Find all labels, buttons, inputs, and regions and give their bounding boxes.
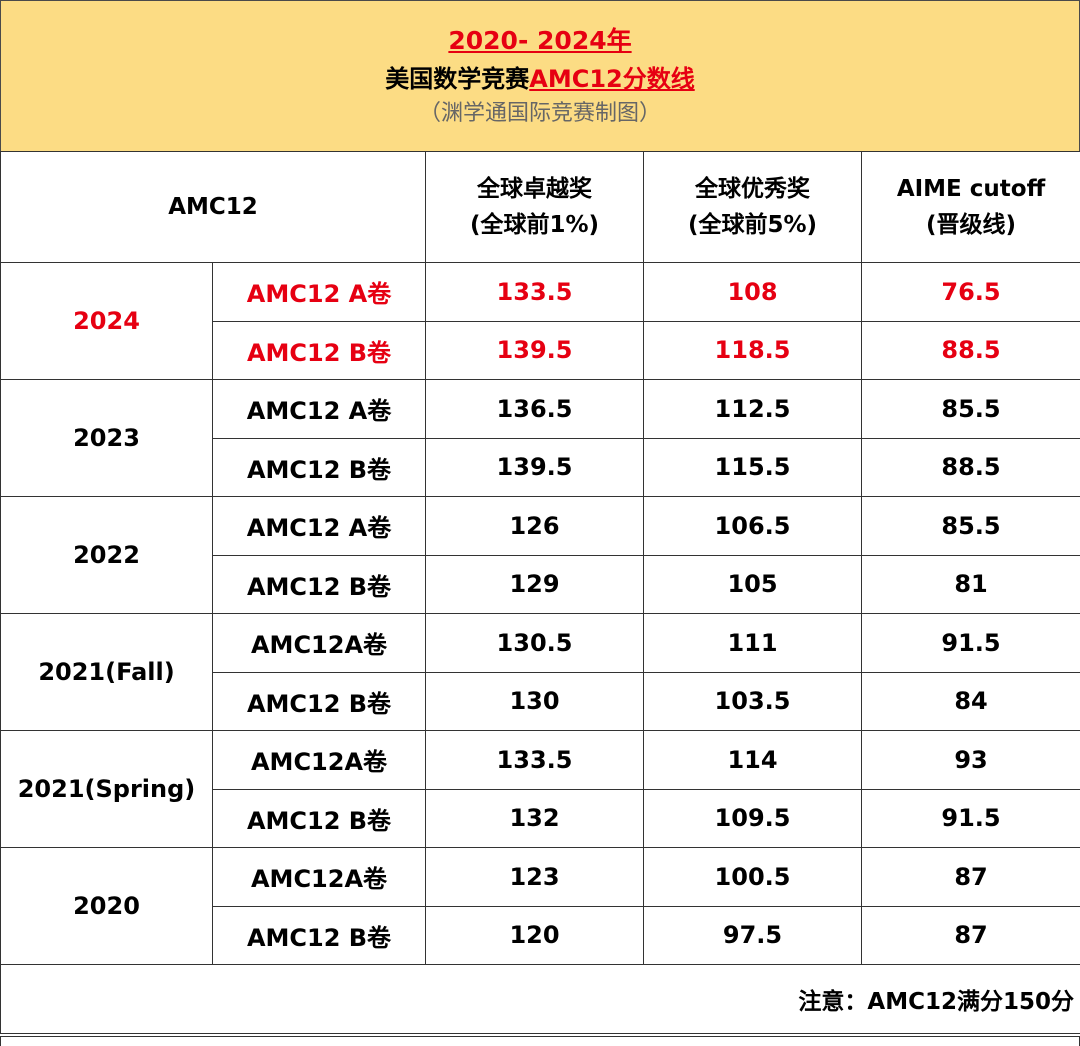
table-row: 2021(Spring) AMC12A卷 133.5 114 93 <box>0 730 1080 848</box>
distinction-cell: 130 <box>425 671 645 731</box>
header-distinction-label: 全球卓越奖 <box>477 176 593 202</box>
aime-cell: 91.5 <box>861 788 1080 848</box>
table-row: AMC12 B卷 132 109.5 91.5 <box>1 788 1080 848</box>
distinction-cell: 123 <box>425 847 645 907</box>
aime-cell: 88.5 <box>861 437 1080 497</box>
honor-cell: 118.5 <box>643 320 863 380</box>
distinction-cell: 132 <box>425 788 645 848</box>
header-distinction-note: (全球前1%) <box>469 212 600 238</box>
distinction-cell: 139.5 <box>425 437 645 497</box>
honor-cell: 105 <box>643 554 863 614</box>
exam-cell: AMC12 B卷 <box>211 788 427 848</box>
table-row: AMC12 B卷 120 97.5 87 <box>1 905 1080 965</box>
honor-cell: 103.5 <box>643 671 863 731</box>
full-score-note: 注意：AMC12满分150分 <box>0 964 1080 1034</box>
table-bottom-edge <box>0 1036 1080 1046</box>
title-credit: （渊学通国际竞赛制图） <box>418 101 661 126</box>
header-aime-label: AIME cutoff <box>896 176 1046 202</box>
honor-cell: 97.5 <box>643 905 863 965</box>
table-row: 2022 AMC12 A卷 126 106.5 85.5 <box>0 496 1080 614</box>
header-honor-label: 全球优秀奖 <box>695 176 811 202</box>
aime-cell: 88.5 <box>861 320 1080 380</box>
honor-cell: 112.5 <box>643 379 863 439</box>
honor-cell: 108 <box>643 262 863 322</box>
aime-cell: 87 <box>861 905 1080 965</box>
header-aime-cutoff: AIME cutoff (晋级线) <box>861 151 1080 263</box>
table-row: 2024 AMC12 A卷 133.5 108 76.5 <box>0 262 1080 380</box>
exam-cell: AMC12 B卷 <box>211 554 427 614</box>
table-row: AMC12 B卷 129 105 81 <box>1 554 1080 614</box>
distinction-cell: 133.5 <box>425 262 645 322</box>
header-honor-note: (全球前5%) <box>687 212 818 238</box>
aime-cell: 85.5 <box>861 379 1080 439</box>
title-years: 2020- 2024年 <box>448 26 632 55</box>
aime-cell: 81 <box>861 554 1080 614</box>
title-band: 2020- 2024年 美国数学竞赛AMC12分数线 （渊学通国际竞赛制图） <box>0 0 1080 152</box>
honor-cell: 115.5 <box>643 437 863 497</box>
honor-cell: 114 <box>643 730 863 790</box>
distinction-cell: 126 <box>425 496 645 556</box>
exam-cell: AMC12 A卷 <box>211 496 427 556</box>
honor-cell: 100.5 <box>643 847 863 907</box>
exam-cell: AMC12A卷 <box>211 847 427 907</box>
exam-cell: AMC12 B卷 <box>211 671 427 731</box>
title-main: 美国数学竞赛AMC12分数线 <box>1 63 1079 95</box>
exam-cell: AMC12A卷 <box>211 730 427 790</box>
title-main-highlight: AMC12分数线 <box>529 65 695 93</box>
exam-cell: AMC12 B卷 <box>211 320 427 380</box>
honor-cell: 109.5 <box>643 788 863 848</box>
aime-cell: 93 <box>861 730 1080 790</box>
amc12-score-table: AMC12 全球卓越奖 (全球前1%) 全球优秀奖 (全球前5%) AIME cut… <box>0 151 1080 1034</box>
note-row: 注意：AMC12满分150分 <box>0 964 1080 1034</box>
exam-cell: AMC12A卷 <box>211 613 427 673</box>
year-cell: 2023 <box>0 379 213 497</box>
distinction-cell: 139.5 <box>425 320 645 380</box>
header-contest: AMC12 <box>0 151 427 263</box>
year-cell: 2021(Fall) <box>0 613 213 731</box>
table-row: 2023 AMC12 A卷 136.5 112.5 85.5 <box>0 379 1080 497</box>
aime-cell: 76.5 <box>861 262 1080 322</box>
year-cell: 2022 <box>0 496 213 614</box>
exam-cell: AMC12 B卷 <box>211 437 427 497</box>
exam-cell: AMC12 B卷 <box>211 905 427 965</box>
exam-cell: AMC12 A卷 <box>211 262 427 322</box>
table-row: 2021(Fall) AMC12A卷 130.5 111 91.5 <box>0 613 1080 731</box>
distinction-cell: 130.5 <box>425 613 645 673</box>
honor-cell: 106.5 <box>643 496 863 556</box>
aime-cell: 87 <box>861 847 1080 907</box>
year-cell: 2021(Spring) <box>0 730 213 848</box>
exam-cell: AMC12 A卷 <box>211 379 427 439</box>
year-cell: 2020 <box>0 847 213 965</box>
table-header-row: AMC12 全球卓越奖 (全球前1%) 全球优秀奖 (全球前5%) AIME cut… <box>0 151 1080 263</box>
header-distinction: 全球卓越奖 (全球前1%) <box>425 151 645 263</box>
table-row: 2020 AMC12A卷 123 100.5 87 <box>0 847 1080 965</box>
title-main-prefix: 美国数学竞赛 <box>385 65 530 93</box>
header-honor: 全球优秀奖 (全球前5%) <box>643 151 863 263</box>
distinction-cell: 129 <box>425 554 645 614</box>
aime-cell: 85.5 <box>861 496 1080 556</box>
aime-cell: 84 <box>861 671 1080 731</box>
distinction-cell: 120 <box>425 905 645 965</box>
year-cell: 2024 <box>0 262 213 380</box>
aime-cell: 91.5 <box>861 613 1080 673</box>
table-row: AMC12 B卷 130 103.5 84 <box>1 671 1080 731</box>
honor-cell: 111 <box>643 613 863 673</box>
distinction-cell: 133.5 <box>425 730 645 790</box>
header-aime-note: (晋级线) <box>926 212 1017 238</box>
distinction-cell: 136.5 <box>425 379 645 439</box>
